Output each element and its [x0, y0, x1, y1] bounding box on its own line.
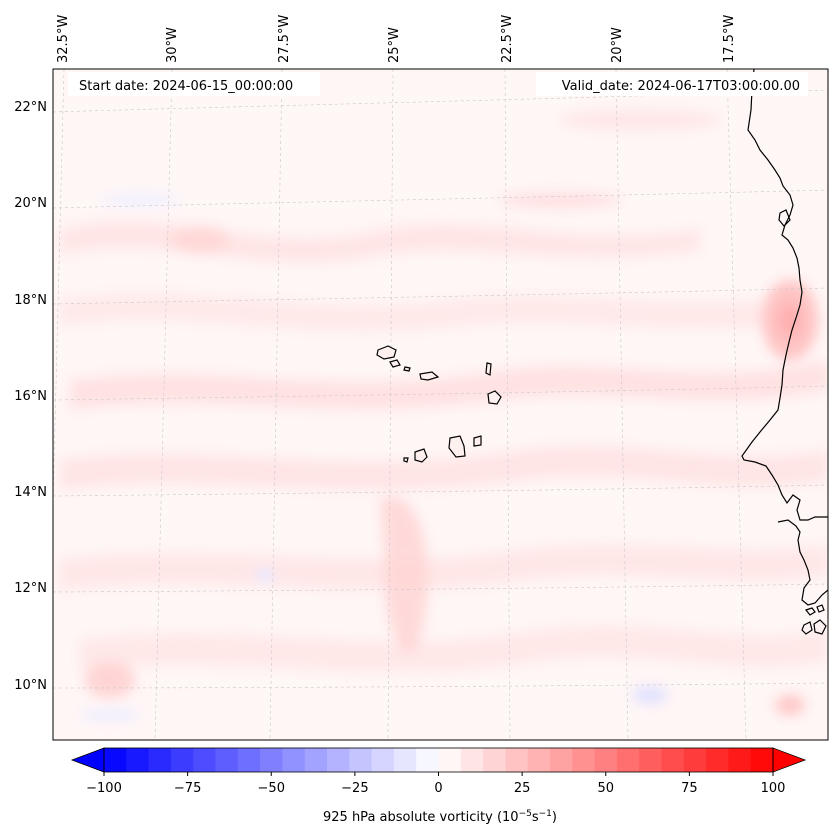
colorbar-segment: [683, 748, 707, 772]
valid-date-label: Valid_date: 2024-06-17T03:00:00.00: [562, 79, 800, 94]
lon-label: 30°W: [165, 27, 180, 63]
colorbar-segment: [616, 748, 640, 772]
colorbar-segment: [594, 748, 618, 772]
lon-label: 27.5°W: [277, 15, 292, 63]
colorbar-segment: [505, 748, 529, 772]
lat-label: 12°N: [14, 581, 47, 596]
colorbar-tick-label: 100: [761, 781, 786, 796]
lat-label: 20°N: [14, 196, 47, 211]
colorbar-segment: [148, 748, 172, 772]
lon-label: 32.5°W: [56, 15, 71, 63]
colorbar-segment: [661, 748, 685, 772]
colorbar-segment: [215, 748, 239, 772]
colorbar-segment: [572, 748, 596, 772]
lon-label: 17.5°W: [722, 15, 737, 63]
lat-label: 16°N: [14, 389, 47, 404]
latitude-labels: 22°N 20°N 18°N 16°N 14°N 12°N 10°N: [14, 100, 47, 693]
colorbar-tick-label: −100: [86, 781, 122, 796]
lon-label: 20°W: [610, 27, 625, 63]
colorbar-tick-label: 0: [434, 781, 442, 796]
colorbar-ticks: −100 −75 −50 −25 0 25 50 75 100: [86, 772, 785, 796]
colorbar-segment: [416, 748, 439, 772]
map-border: [52, 68, 829, 741]
colorbar-segment: [371, 748, 395, 772]
longitude-labels: 32.5°W 30°W 27.5°W 25°W 22.5°W 20°W 17.5…: [56, 15, 737, 63]
colorbar-segment: [260, 748, 283, 772]
lat-label: 10°N: [14, 678, 47, 693]
colorbar-segment: [550, 748, 573, 772]
colorbar-segment: [349, 748, 373, 772]
colorbar-segment: [706, 748, 729, 772]
west-africa-coastline: [741, 69, 828, 635]
colorbar-segment: [728, 748, 752, 772]
colorbar: −100 −75 −50 −25 0 25 50 75 100 925 hPa absolute…: [70, 747, 807, 825]
colorbar-segment: [527, 748, 551, 772]
lon-label: 22.5°W: [500, 15, 515, 63]
colorbar-segment: [750, 748, 774, 772]
colorbar-segment: [460, 748, 484, 772]
colorbar-tick-label: −25: [341, 781, 368, 796]
colorbar-max-extend: [772, 747, 807, 773]
colorbar-segment: [126, 748, 150, 772]
colorbar-tick-label: −50: [258, 781, 285, 796]
colorbar-segment: [438, 748, 462, 772]
vorticity-field: [60, 110, 828, 721]
cape-verde-islands: [376, 345, 502, 463]
lat-label: 14°N: [14, 485, 47, 500]
lat-label: 18°N: [14, 293, 47, 308]
valid-date-box: [536, 72, 808, 96]
map-panel: Start date: 2024-06-15_00:00:00 Valid_da…: [53, 69, 828, 740]
colorbar-label: 925 hPa absolute vorticity (10−5s−1): [323, 809, 557, 825]
colorbar-tick-label: 25: [514, 781, 531, 796]
lon-label: 25°W: [387, 27, 402, 63]
colorbar-tick-label: 75: [681, 781, 698, 796]
colorbar-segment: [170, 748, 194, 772]
colorbar-segment: [639, 748, 662, 772]
colorbar-tick-label: 50: [597, 781, 614, 796]
colorbar-min-extend: [70, 747, 105, 773]
start-date-box: [68, 72, 320, 96]
colorbar-segment: [393, 748, 417, 772]
colorbar-segment: [237, 748, 261, 772]
colorbar-tick-label: −75: [174, 781, 201, 796]
colorbar-segment: [193, 748, 216, 772]
colorbar-segment: [304, 748, 328, 772]
lat-label: 22°N: [14, 100, 47, 115]
colorbar-segment: [282, 748, 306, 772]
colorbar-segment: [483, 748, 506, 772]
colorbar-segment: [104, 748, 127, 772]
graticule: [53, 69, 828, 740]
start-date-label: Start date: 2024-06-15_00:00:00: [79, 79, 293, 94]
colorbar-segment: [327, 748, 350, 772]
colorbar-segments: [104, 748, 774, 772]
